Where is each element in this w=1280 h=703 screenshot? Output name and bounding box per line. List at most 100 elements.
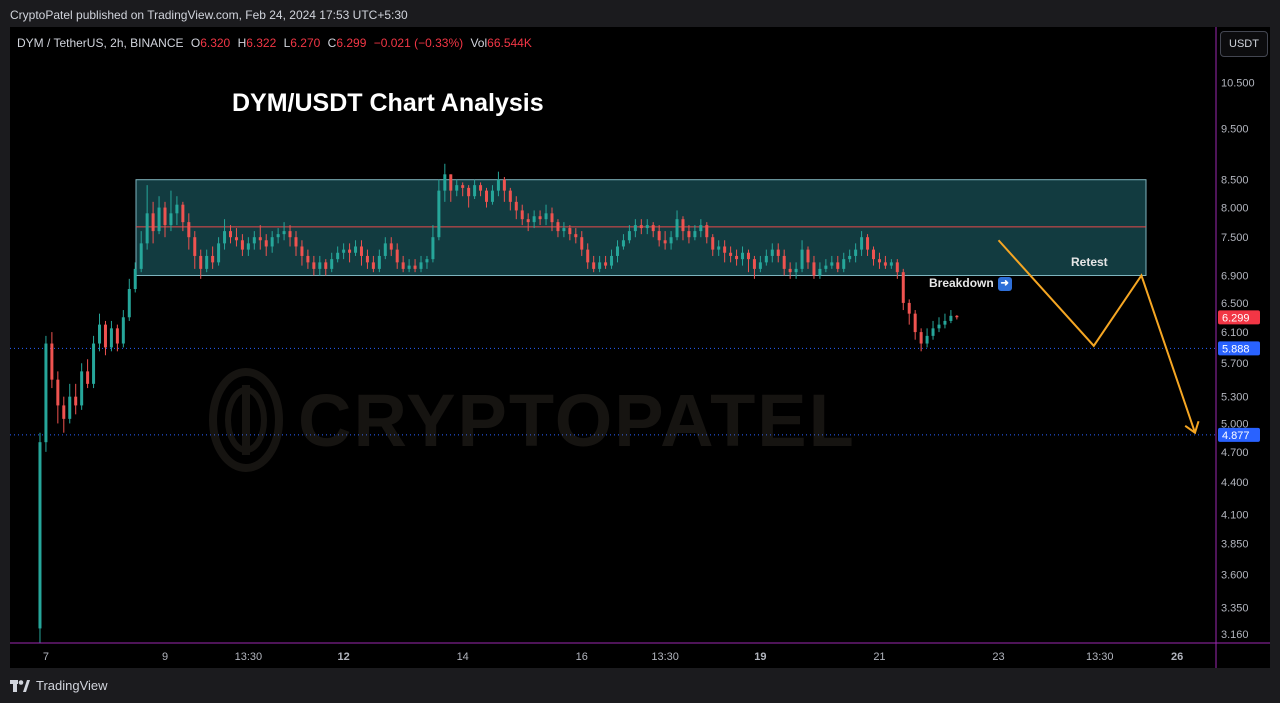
candle xyxy=(455,185,459,191)
candle xyxy=(383,243,387,256)
level-badge-1: 4.877 xyxy=(1222,430,1250,442)
y-tick-label: 6.900 xyxy=(1221,270,1249,282)
y-tick-label: 3.160 xyxy=(1221,629,1249,641)
candle xyxy=(38,442,42,629)
chart-title: DYM/USDT Chart Analysis xyxy=(232,89,544,117)
x-tick-label: 13:30 xyxy=(1086,651,1114,663)
legend-high-value: 6.322 xyxy=(246,36,277,50)
y-tick-label: 5.700 xyxy=(1221,358,1249,370)
candle xyxy=(157,207,161,232)
candle xyxy=(294,237,298,247)
chart-frame[interactable]: 10.500 9.500 8.500 8.000 7.500 6.900 6.500 6.10… xyxy=(10,27,1270,668)
candle xyxy=(651,225,655,232)
candle xyxy=(62,405,66,419)
y-tick-label: 4.400 xyxy=(1221,477,1249,489)
candle xyxy=(348,249,352,253)
candle xyxy=(479,185,483,191)
candle xyxy=(276,234,280,238)
candle xyxy=(854,249,858,256)
candle xyxy=(443,174,447,191)
candle xyxy=(877,259,881,263)
candle xyxy=(800,249,804,269)
legend-high-label: H xyxy=(237,36,247,50)
candle xyxy=(133,268,137,290)
candle xyxy=(705,225,709,238)
candle xyxy=(342,249,346,253)
candle xyxy=(943,320,947,325)
candle xyxy=(401,262,405,269)
watermark: CRYPTOPATEL xyxy=(208,365,856,475)
y-tick-label: 5.300 xyxy=(1221,392,1249,404)
candle xyxy=(764,255,768,263)
candle xyxy=(121,317,125,344)
candle xyxy=(98,324,102,344)
candle xyxy=(746,252,750,260)
level-badge-0: 5.888 xyxy=(1222,343,1250,355)
candle xyxy=(615,246,619,256)
legend-open-label: O xyxy=(190,36,201,50)
y-tick-label: 9.500 xyxy=(1221,124,1249,136)
candle xyxy=(836,262,840,269)
candle xyxy=(675,219,679,238)
candle xyxy=(604,262,608,266)
legend-close-label: C xyxy=(327,36,337,50)
tradingview-logo-icon xyxy=(10,679,30,692)
candle xyxy=(187,222,191,238)
candle xyxy=(782,255,786,269)
candle xyxy=(574,234,578,238)
candle xyxy=(211,255,215,263)
candle xyxy=(205,255,209,269)
x-tick-label: 14 xyxy=(457,651,469,663)
candle xyxy=(735,255,739,260)
currency-unit-button[interactable]: USDT xyxy=(1220,31,1268,57)
candle xyxy=(907,302,911,314)
y-tick-label: 7.500 xyxy=(1221,232,1249,244)
candle xyxy=(223,231,227,244)
candle xyxy=(127,289,131,318)
x-tick-label: 23 xyxy=(992,651,1004,663)
candle xyxy=(776,249,780,256)
candle xyxy=(621,240,625,247)
retest-annotation: Retest xyxy=(1071,255,1108,269)
candle xyxy=(109,328,113,348)
candle xyxy=(532,216,536,223)
candle xyxy=(812,262,816,276)
candle xyxy=(395,249,399,263)
y-tick-label: 10.500 xyxy=(1221,78,1255,90)
candle xyxy=(252,237,256,244)
last-price-badge: 6.299 xyxy=(1222,312,1250,324)
candle xyxy=(371,262,375,269)
candle xyxy=(889,262,893,266)
candle xyxy=(145,213,149,244)
candle xyxy=(80,371,84,406)
candle xyxy=(871,249,875,260)
y-tick-label: 8.500 xyxy=(1221,175,1249,187)
candle xyxy=(788,268,792,273)
candlestick-chart[interactable]: 10.500 9.500 8.500 8.000 7.500 6.900 6.500 6.10… xyxy=(10,27,1270,668)
candle xyxy=(824,265,828,269)
y-tick-label: 3.600 xyxy=(1221,569,1249,581)
footer-brand: TradingView xyxy=(36,678,108,693)
candle xyxy=(270,237,274,247)
candle xyxy=(830,262,834,266)
candle xyxy=(883,262,887,266)
y-tick-label: 8.000 xyxy=(1221,203,1249,215)
candle xyxy=(580,237,584,250)
candle xyxy=(627,231,631,241)
candle xyxy=(842,259,846,269)
symbol-legend: DYM / TetherUS, 2h, BINANCE O6.320 H6.32… xyxy=(17,36,532,50)
candle xyxy=(520,210,524,220)
candle xyxy=(240,240,244,250)
x-tick-label: 19 xyxy=(754,651,766,663)
candle xyxy=(92,343,96,384)
candle xyxy=(949,315,953,321)
candle xyxy=(723,246,727,253)
x-tick-label: 16 xyxy=(576,651,588,663)
x-tick-label: 13:30 xyxy=(651,651,679,663)
candle xyxy=(562,228,566,232)
legend-symbol: DYM / TetherUS, 2h, BINANCE xyxy=(17,36,184,50)
arrow-right-icon: ➜ xyxy=(997,276,1012,291)
candle xyxy=(502,179,506,191)
candle xyxy=(568,228,572,235)
candle xyxy=(490,190,494,202)
